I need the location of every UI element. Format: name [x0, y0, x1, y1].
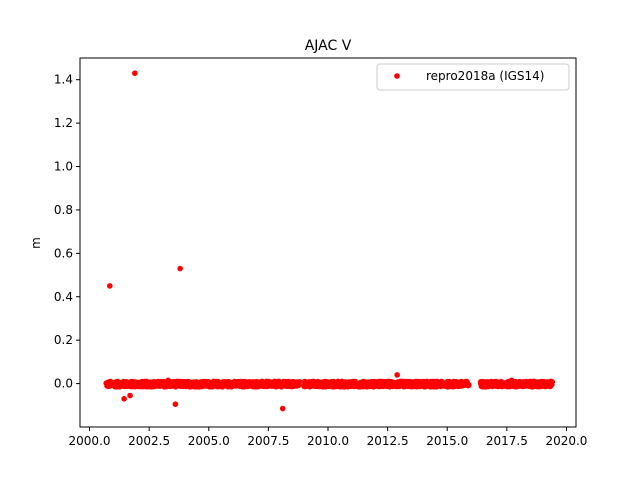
x-tick-label: 2002.5: [128, 434, 170, 448]
y-tick-label: 1.2: [54, 116, 73, 130]
outlier-point: [279, 405, 286, 412]
x-tick-label: 2015.0: [426, 434, 468, 448]
x-tick-label: 2010.0: [307, 434, 349, 448]
plot-frame: [79, 57, 577, 428]
y-tick-label: 0.2: [54, 333, 73, 347]
outlier-point: [172, 401, 179, 408]
x-tick-label: 2007.5: [247, 434, 289, 448]
outlier-point: [177, 265, 183, 272]
y-tick-label: 0.8: [54, 203, 73, 217]
data-points: [103, 70, 556, 412]
legend-marker: [394, 73, 400, 79]
y-tick-label: 1.4: [54, 73, 73, 87]
outlier-point: [508, 377, 515, 384]
x-tick-label: 2020.0: [545, 434, 587, 448]
outlier-point: [132, 70, 138, 76]
y-tick-label: 0.6: [54, 246, 73, 260]
outlier-point: [121, 395, 127, 402]
legend: repro2018a (IGS14): [376, 63, 570, 91]
legend-label: repro2018a (IGS14): [426, 69, 544, 83]
outlier-point: [165, 377, 172, 384]
y-axis-ticks: 0.0 0.2 0.4 0.6 0.8 1.0 1.2 1.4: [54, 73, 80, 391]
x-axis-ticks: 2000.0 2002.5 2005.0 2007.5 2010.0 2012.5 2015…: [69, 427, 587, 448]
y-tick-label: 0.0: [54, 377, 73, 391]
outlier-point: [107, 283, 113, 289]
x-tick-label: 2017.5: [486, 434, 528, 448]
chart-title: AJAC V: [305, 38, 352, 54]
legend-box: [376, 63, 570, 91]
y-axis-label: m: [29, 237, 43, 249]
x-tick-label: 2000.0: [69, 434, 111, 448]
data-point: [296, 378, 303, 385]
x-tick-label: 2012.5: [367, 434, 409, 448]
outlier-point: [394, 372, 400, 378]
y-tick-label: 0.4: [54, 290, 73, 304]
outlier-point: [127, 392, 133, 399]
x-tick-label: 2005.0: [188, 434, 230, 448]
data-point: [549, 379, 556, 385]
data-point: [465, 382, 472, 389]
y-tick-label: 1.0: [54, 160, 73, 174]
